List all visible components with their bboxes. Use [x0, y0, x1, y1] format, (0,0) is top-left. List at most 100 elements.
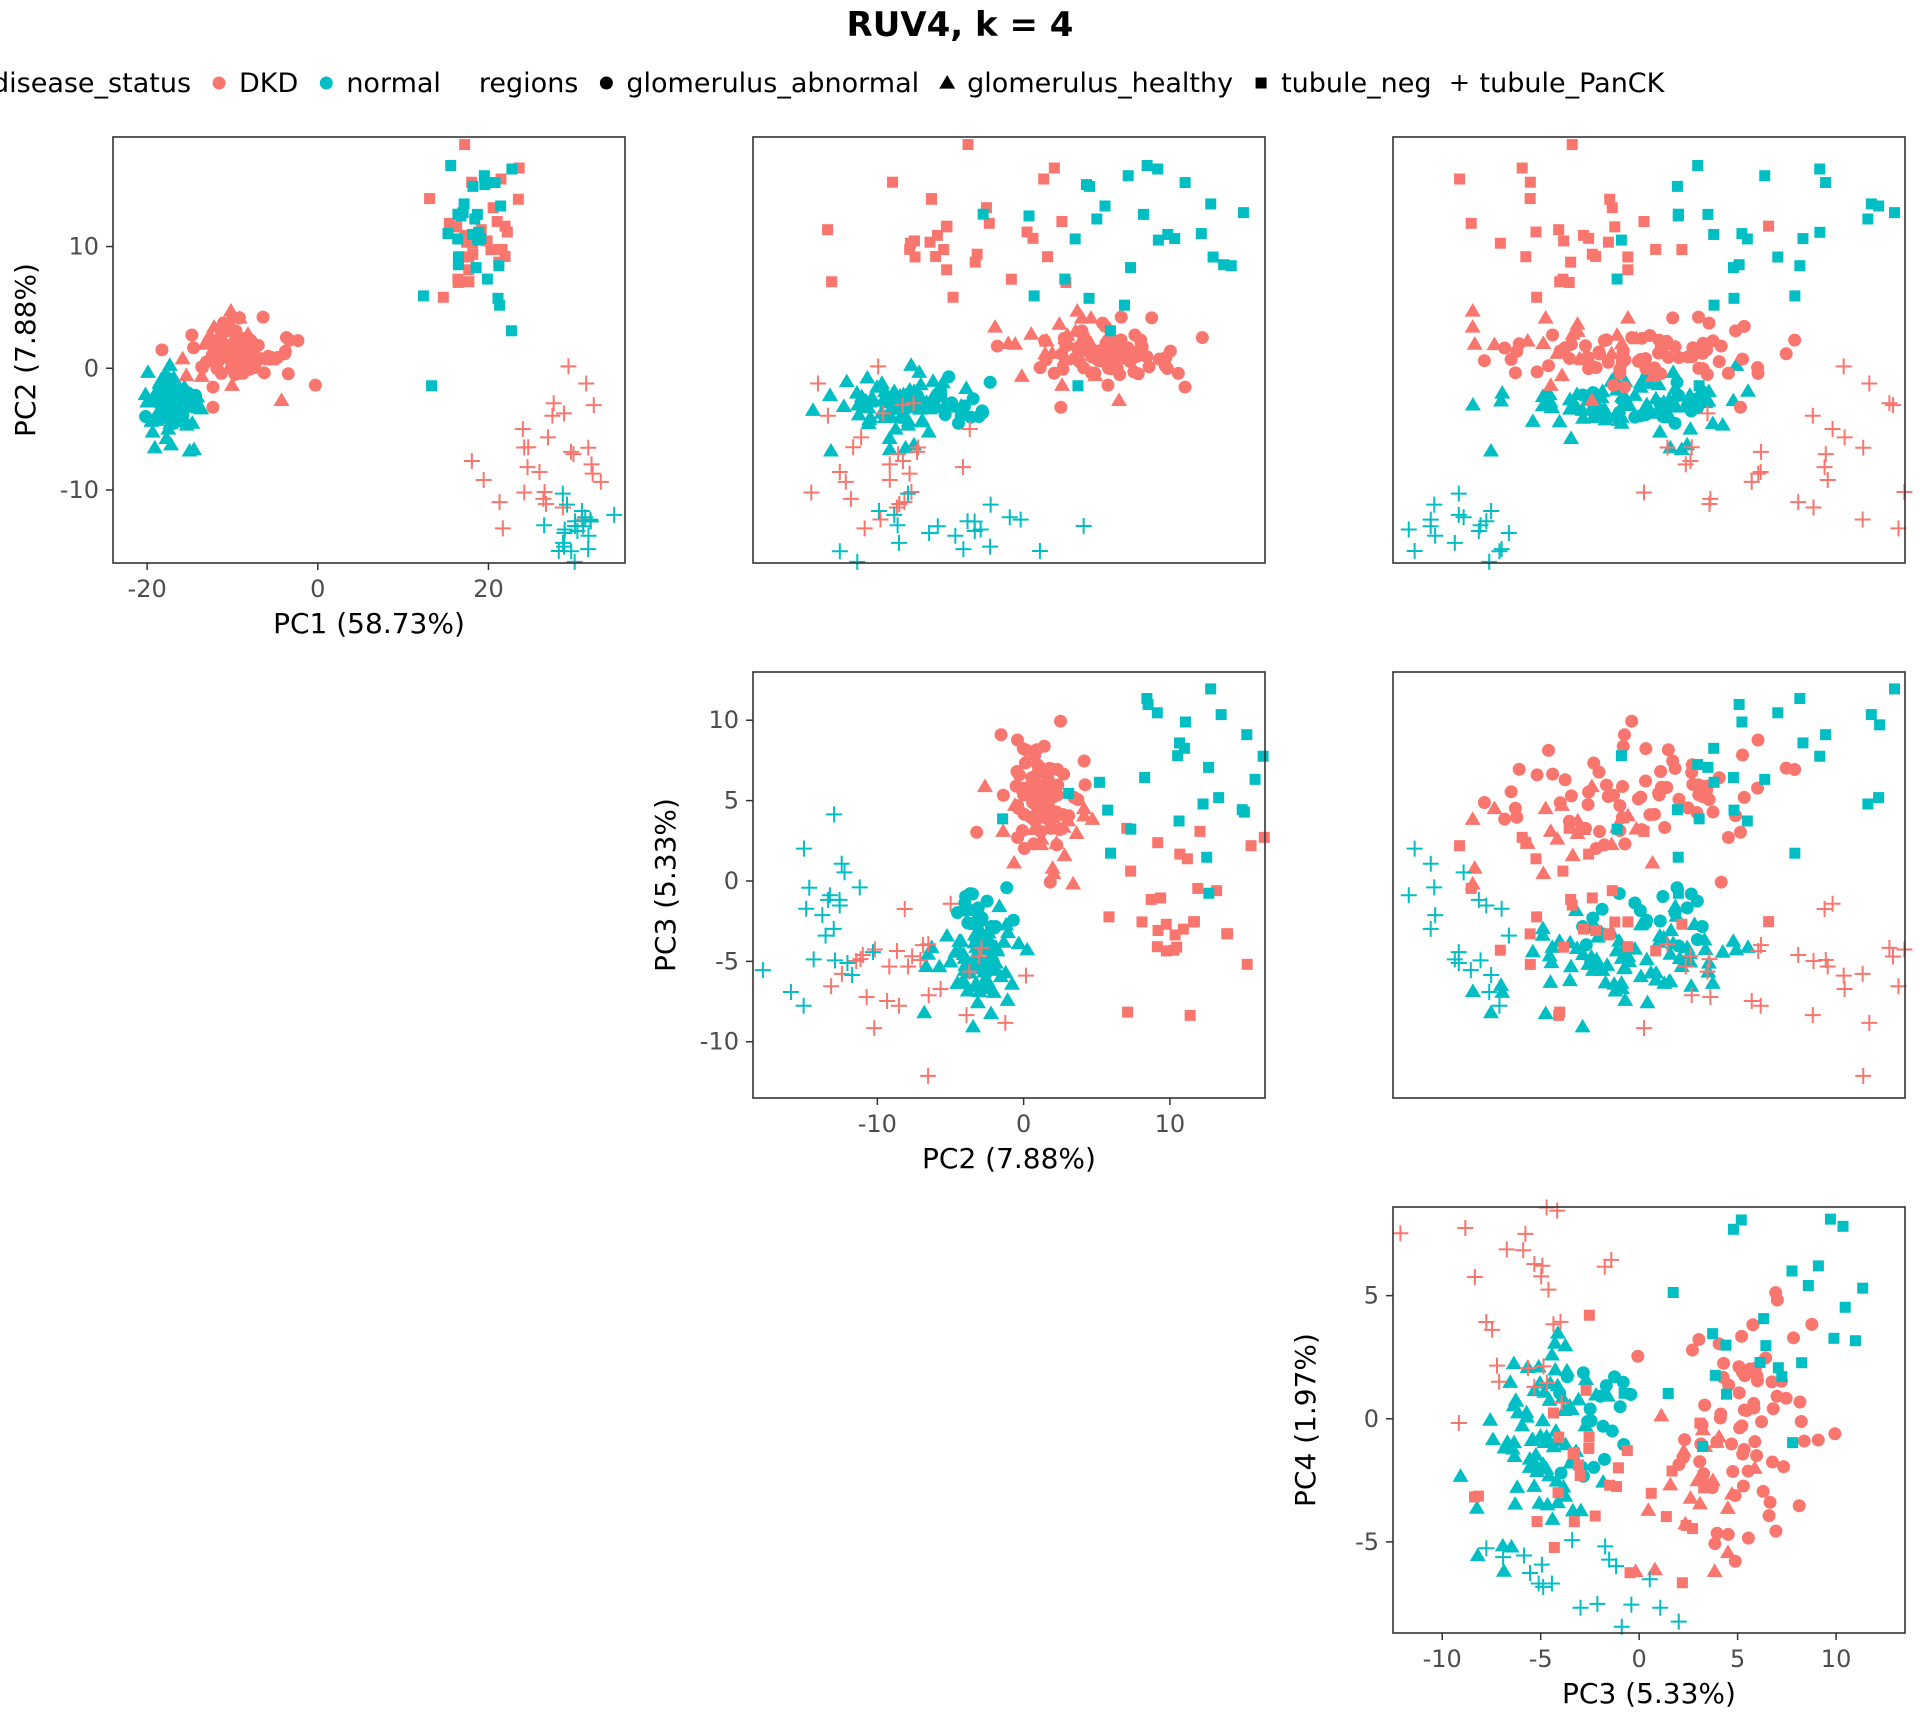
data-point: [1572, 1502, 1589, 1517]
data-point: [1646, 1561, 1663, 1576]
data-point: [1084, 811, 1101, 825]
data-point: [470, 262, 482, 274]
data-point: [1477, 796, 1491, 810]
data-point: [1045, 865, 1062, 880]
data-point: [1805, 499, 1822, 516]
data-point: [1569, 316, 1586, 330]
data-point: [1651, 424, 1668, 438]
data-point: [471, 208, 483, 220]
data-point: [1498, 341, 1512, 355]
data-point: [850, 406, 867, 421]
data-point: [452, 259, 464, 271]
data-point: [1625, 714, 1639, 728]
x-tick-label: -10: [858, 1110, 897, 1138]
data-point: [938, 244, 950, 256]
data-point: [459, 139, 471, 151]
data-point: [496, 243, 508, 255]
data-point: [1682, 948, 1699, 965]
data-point: [1645, 1487, 1657, 1499]
data-point: [1152, 837, 1164, 849]
data-point: [1016, 785, 1030, 799]
data-point: [1763, 1495, 1777, 1509]
data-point: [1711, 1428, 1728, 1443]
data-point: [903, 357, 920, 371]
data-point: [1728, 292, 1740, 304]
data-point: [1491, 1373, 1508, 1390]
data-point: [1568, 1516, 1580, 1528]
data-point: [1510, 810, 1524, 824]
data-point: [1666, 311, 1680, 325]
data-point: [178, 367, 195, 382]
data-point: [1084, 180, 1096, 192]
data-point: [1563, 276, 1575, 288]
data-point: [1889, 683, 1901, 695]
data-point: [1540, 1281, 1557, 1298]
data-point: [1789, 290, 1801, 302]
data-point: [1169, 233, 1181, 245]
data-point: [1608, 1370, 1622, 1384]
data-point: [1836, 981, 1853, 998]
data-point: [1706, 1563, 1723, 1577]
data-point: [1708, 1537, 1722, 1551]
data-point: [1692, 759, 1704, 771]
data-point: [1632, 379, 1649, 393]
data-point: [904, 243, 916, 255]
data-point: [1700, 393, 1717, 407]
data-point: [1071, 335, 1088, 350]
data-point: [1583, 848, 1595, 860]
data-point: [1714, 944, 1731, 958]
data-point: [1152, 163, 1164, 175]
data-point: [1569, 825, 1586, 839]
data-point: [1699, 963, 1716, 980]
legend-key-glomerulus_healthy: [939, 75, 956, 89]
data-point: [1556, 1402, 1573, 1416]
data-point: [916, 1004, 933, 1019]
data-point: [1518, 1404, 1535, 1419]
data-point: [1583, 1402, 1597, 1416]
panel-PC4-vs-PC3: [1392, 671, 1913, 1099]
y-tick-label: 0: [84, 354, 99, 382]
data-point: [1477, 354, 1491, 368]
data-point: [1073, 355, 1087, 369]
data-point: [982, 496, 999, 513]
data-point: [164, 392, 178, 406]
panel-border: [1392, 1206, 1906, 1634]
data-point: [1727, 262, 1739, 274]
data-point: [206, 319, 223, 333]
data-point: [1450, 955, 1467, 972]
data-point: [1044, 860, 1061, 874]
data-point: [1557, 1488, 1574, 1502]
data-point: [1516, 162, 1528, 174]
data-point: [227, 345, 244, 359]
data-point: [931, 229, 943, 241]
data-point: [1526, 1478, 1543, 1492]
data-point: [1034, 761, 1048, 775]
data-point: [1142, 360, 1156, 374]
data-point: [1493, 977, 1510, 991]
points: [754, 683, 1270, 1084]
y-tick-label: 0: [724, 867, 739, 895]
data-point: [894, 453, 911, 470]
data-point: [1549, 1202, 1566, 1219]
data-point: [1672, 939, 1686, 953]
data-point: [1758, 1313, 1770, 1325]
data-point: [495, 200, 507, 212]
data-point: [1038, 173, 1050, 185]
data-point: [1710, 1526, 1724, 1540]
data-point: [1770, 1389, 1784, 1403]
data-point: [1619, 807, 1636, 822]
data-point: [494, 299, 506, 311]
data-point: [837, 473, 854, 490]
data-point: [1524, 928, 1536, 940]
data-point: [1111, 392, 1128, 407]
data-point: [1603, 345, 1620, 360]
data-point: [1692, 1495, 1709, 1510]
panel-border: [112, 136, 626, 564]
data-point: [1590, 925, 1602, 937]
data-point: [1535, 865, 1552, 880]
data-point: [1446, 951, 1463, 968]
data-point: [467, 228, 479, 240]
data-point: [1611, 1481, 1623, 1493]
data-point: [1788, 333, 1802, 347]
data-point: [897, 439, 914, 454]
